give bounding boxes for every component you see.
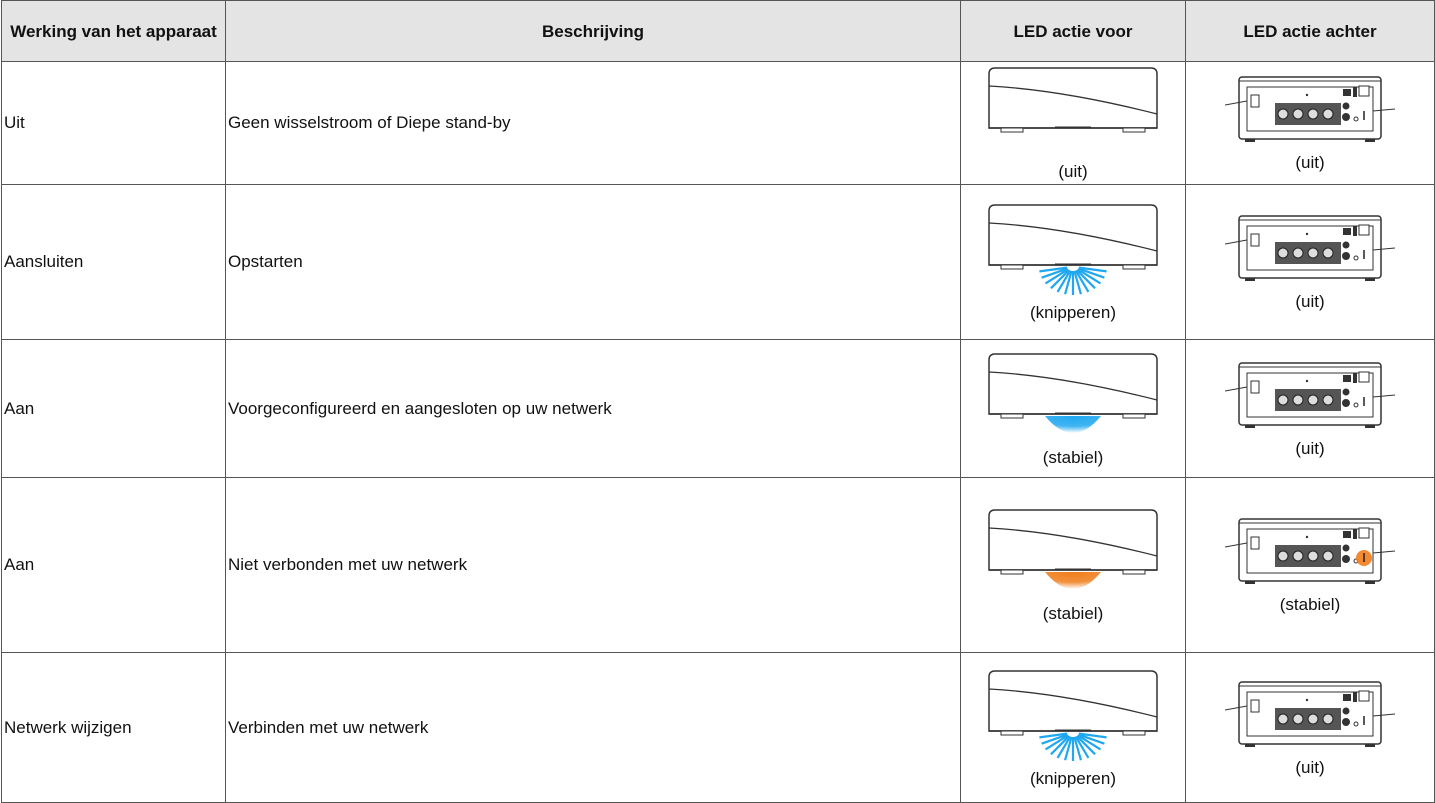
back-led-cell: (stabiel) [1185,477,1435,653]
front-led-caption: (stabiel) [1042,447,1104,467]
header-row: Werking van het apparaat Beschrijving LED … [1,0,1435,62]
back-led-caption: (uit) [1295,153,1325,172]
table-row: Uit Geen wisselstroom of Diepe stand-by (… [1,61,1435,185]
back-led-cell: (uit) [1185,184,1435,340]
front-device [988,669,1158,761]
back-led-caption: (uit) [1295,438,1325,458]
description-cell: Opstarten [225,184,961,340]
front-led-caption: (stabiel) [1042,604,1104,623]
front-device [988,509,1158,589]
table-row: Netwerk wijzigen Verbinden met uw netwerk… [1,652,1435,803]
operation-cell: Aan [1,339,226,478]
back-device [1225,680,1395,747]
operation-cell: Aan [1,477,226,653]
back-device [1225,361,1395,428]
back-device [1225,518,1395,584]
back-device [1225,215,1395,281]
operation-cell: Uit [1,61,226,185]
table-header: Werking van het apparaat Beschrijving LED … [1,0,1435,62]
front-led-caption: (knipperen) [1030,303,1116,322]
table-row: Aan Voorgeconfigureerd en aangesloten op … [1,339,1435,478]
back-led-caption: (uit) [1295,757,1325,777]
table-row: Aan Niet verbonden met uw netwerk (stabie… [1,477,1435,653]
table-row: Aansluiten Opstarten (knipperen) (uit) [1,184,1435,340]
description-cell: Verbinden met uw netwerk [225,652,961,803]
back-led-cell: (uit) [1185,339,1435,478]
header-cell: LED actie voor [960,0,1186,62]
front-device [988,204,1158,295]
front-device [988,67,1158,133]
operation-cell: Netwerk wijzigen [1,652,226,803]
operation-cell: Aansluiten [1,184,226,340]
back-led-cell: (uit) [1185,652,1435,803]
description-cell: Voorgeconfigureerd en aangesloten op uw … [225,339,961,478]
back-led-caption: (uit) [1295,292,1325,311]
front-device [988,352,1158,433]
back-led-caption: (stabiel) [1279,595,1341,614]
description-cell: Geen wisselstroom of Diepe stand-by [225,61,961,185]
table-body: Uit Geen wisselstroom of Diepe stand-by (… [1,61,1435,803]
description-cell: Niet verbonden met uw netwerk [225,477,961,653]
header-cell: Beschrijving [225,0,961,62]
back-led-cell: (uit) [1185,61,1435,185]
front-led-cell: (knipperen) [960,652,1186,803]
front-led-cell: (stabiel) [960,339,1186,478]
header-cell: Werking van het apparaat [1,0,226,62]
front-led-caption: (uit) [1058,162,1088,181]
header-cell: LED actie achter [1185,0,1435,62]
front-led-caption: (knipperen) [1030,768,1116,788]
front-led-cell: (uit) [960,61,1186,185]
front-led-cell: (stabiel) [960,477,1186,653]
front-led-cell: (knipperen) [960,184,1186,340]
back-device [1225,76,1395,142]
